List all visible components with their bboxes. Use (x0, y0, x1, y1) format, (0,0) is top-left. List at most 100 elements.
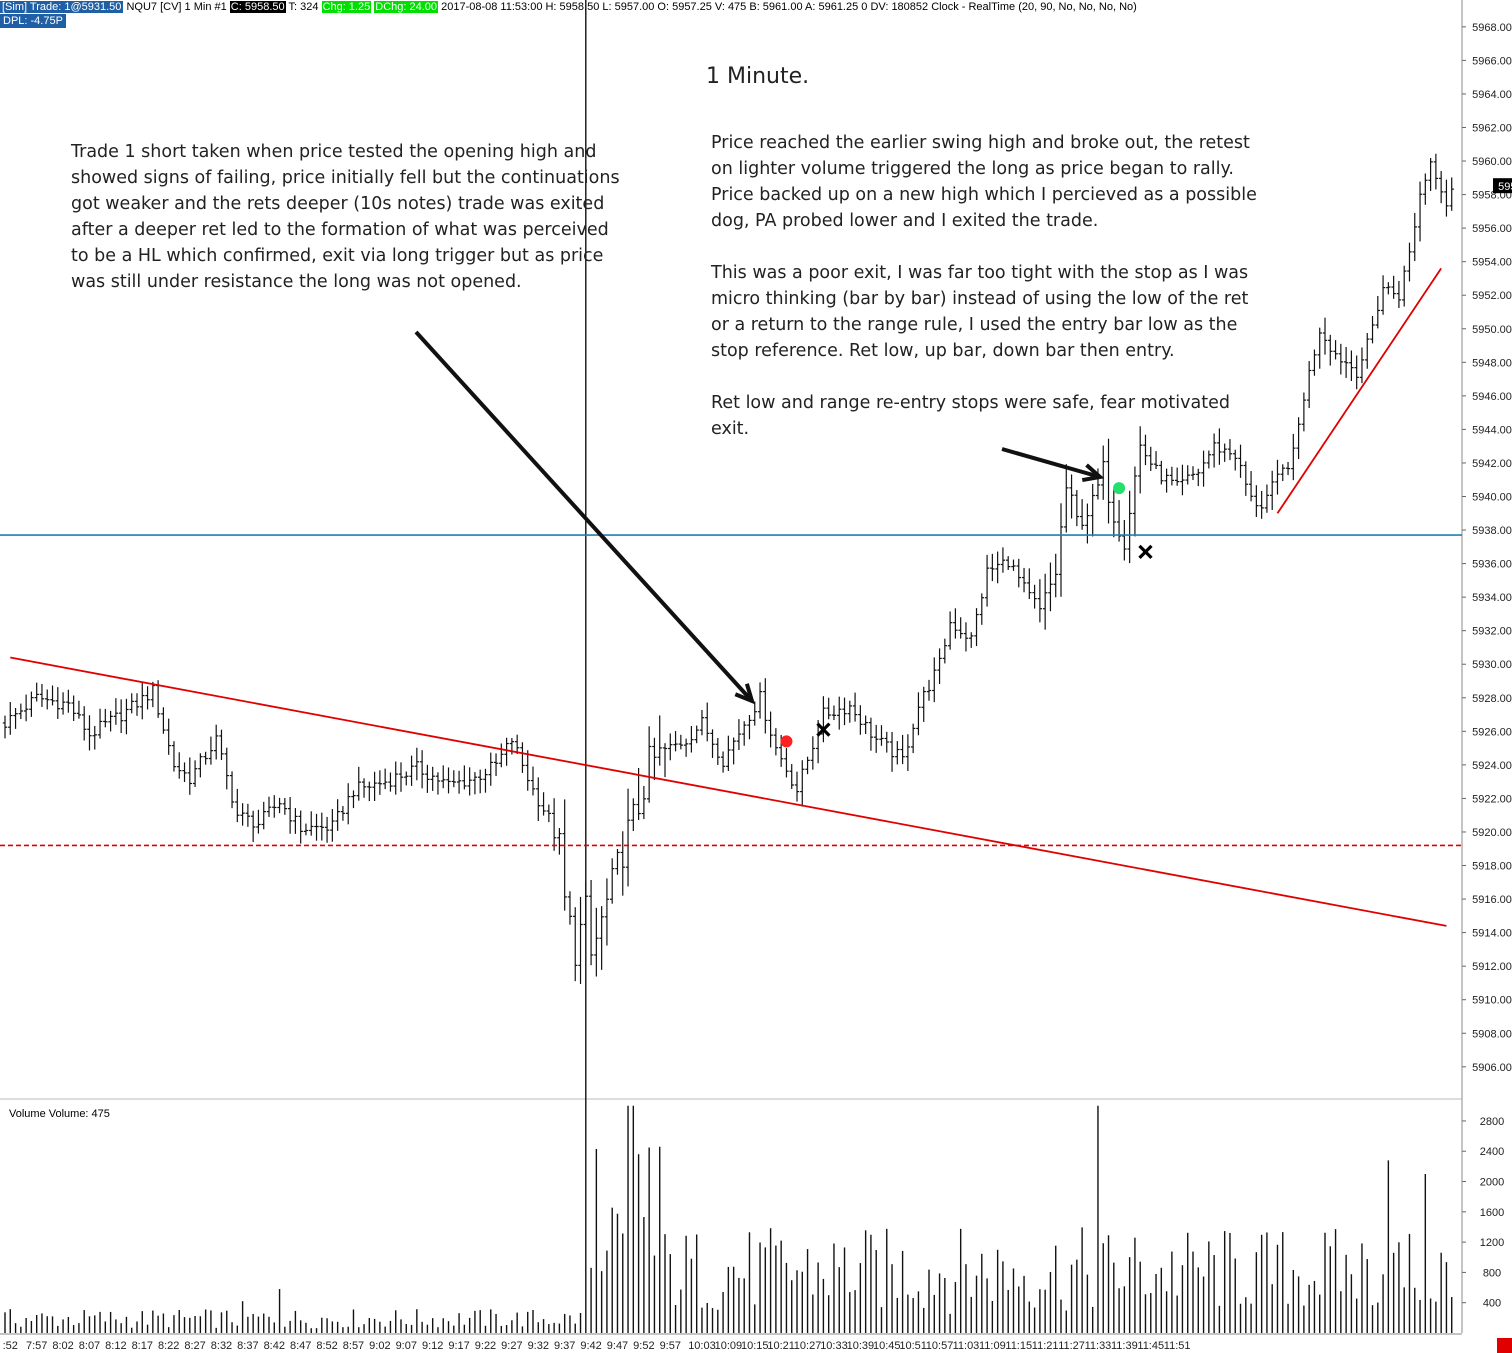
ohlc-bar (240, 803, 245, 826)
exit-x-stroke (816, 722, 831, 737)
ohlc-bar (1428, 157, 1433, 191)
ohlc-bar (757, 682, 763, 719)
ohlc-bar (742, 721, 747, 746)
ohlc-bar (118, 699, 124, 734)
ohlc-bar (1000, 547, 1006, 573)
ohlc-bar (161, 707, 166, 734)
ohlc-bar (594, 907, 599, 977)
ohlc-bar (76, 700, 82, 719)
price-tick-label: 5908.00 (1472, 1028, 1512, 1040)
ohlc-bar (773, 728, 779, 756)
ohlc-bar (1370, 316, 1375, 344)
volume-tick-label: 400 (1483, 1298, 1501, 1310)
ohlc-bar (514, 734, 520, 754)
ohlc-bar (847, 700, 852, 723)
ohlc-bar (1217, 428, 1222, 465)
ticks-label: T: 324 (288, 1, 319, 13)
ohlc-bar (472, 772, 478, 795)
ohlc-bar (958, 617, 963, 639)
ohlc-bar (1138, 426, 1143, 494)
price-tick-label: 5948.00 (1472, 357, 1512, 369)
ohlc-bar (1085, 503, 1090, 544)
time-tick-label: 11:15 (1005, 1340, 1032, 1352)
time-tick-label: 9:17 (448, 1340, 469, 1352)
corner-indicator (1497, 1338, 1512, 1353)
ohlc-bar (60, 692, 66, 715)
time-tick-label: 8:52 (316, 1340, 337, 1352)
ohlc-bar (1106, 438, 1111, 524)
ohlc-bar (1238, 444, 1243, 478)
time-tick-label: :52 (3, 1340, 18, 1352)
time-tick-label: 11:09 (979, 1340, 1006, 1352)
ohlc-bar (351, 790, 356, 809)
ohlc-bar (462, 765, 467, 790)
ohlc-bar (1127, 490, 1132, 564)
ohlc-bar (1122, 519, 1127, 561)
ohlc-bar (794, 771, 800, 802)
ohlc-bar (984, 554, 990, 607)
ohlc-bar (23, 694, 29, 722)
price-tick-label: 5934.00 (1472, 592, 1512, 604)
price-tick-label: 5950.00 (1472, 324, 1512, 336)
ohlc-bar (895, 741, 900, 765)
ohlc-bar (1412, 212, 1417, 262)
ohlc-bar (1053, 553, 1058, 598)
price-tick-label: 5968.00 (1472, 22, 1512, 34)
ohlc-bar (145, 686, 150, 710)
arrow-shaft (414, 330, 754, 703)
ohlc-bar (1280, 464, 1285, 482)
arrow-shaft (1001, 447, 1101, 479)
ohlc-bar (1011, 559, 1016, 571)
price-tick-label: 5928.00 (1472, 693, 1512, 705)
ohlc-bar (694, 725, 699, 744)
volume-bars (4, 0, 1453, 1333)
price-tick-label: 5918.00 (1472, 861, 1512, 873)
ohlc-bar (1169, 466, 1175, 486)
ohlc-bar (478, 769, 483, 794)
time-tick-label: 9:37 (554, 1340, 575, 1352)
short-entry-dot (780, 735, 793, 748)
ohlc-bar (1206, 450, 1212, 469)
ohlc-bar (256, 809, 261, 834)
ohlc-bar (29, 691, 34, 717)
ohlc-bar (1079, 499, 1085, 530)
ohlc-bar (1354, 355, 1359, 390)
ohlc-bar (937, 648, 942, 684)
annotation-arrow-long (1001, 447, 1105, 483)
ohlc-bar (689, 726, 694, 753)
ohlc-bar (646, 726, 652, 803)
time-tick-label: 11:21 (1032, 1340, 1059, 1352)
ohlc-bar (546, 804, 552, 823)
volume-tick-label: 2800 (1480, 1116, 1504, 1128)
time-tick-label: 8:32 (211, 1340, 232, 1352)
time-tick-label: 9:57 (660, 1340, 681, 1352)
ohlc-bar (1407, 242, 1412, 282)
ohlc-bar (520, 742, 525, 773)
ohlc-bar (942, 638, 948, 664)
ohlc-bar (631, 798, 636, 832)
time-tick-label: 9:07 (396, 1340, 417, 1352)
ohlc-bar (1090, 483, 1095, 537)
ohlc-bar (134, 693, 140, 716)
ohlc-bar (1164, 468, 1169, 493)
time-tick-label: 9:47 (607, 1340, 628, 1352)
arrow-head (734, 683, 756, 705)
ohlc-bar (673, 731, 678, 752)
ohlc-bar (483, 768, 488, 793)
ohlc-bar (235, 788, 240, 823)
ohlc-bar (905, 734, 911, 771)
ohlc-bar (203, 751, 208, 765)
ohlc-bar (1143, 434, 1148, 466)
ohlc-bar (192, 760, 198, 787)
ohlc-bar (1291, 433, 1296, 481)
ohlc-bar (272, 795, 277, 818)
time-tick-label: 9:52 (633, 1340, 654, 1352)
arrow-head (1081, 463, 1105, 483)
ohlc-bar (573, 907, 578, 982)
time-tick-label: 8:37 (237, 1340, 258, 1352)
ohlc-bar (1438, 171, 1444, 204)
ohlc-bar (784, 748, 789, 778)
ohlc-bar (261, 801, 266, 830)
ohlc-bar (124, 698, 129, 735)
